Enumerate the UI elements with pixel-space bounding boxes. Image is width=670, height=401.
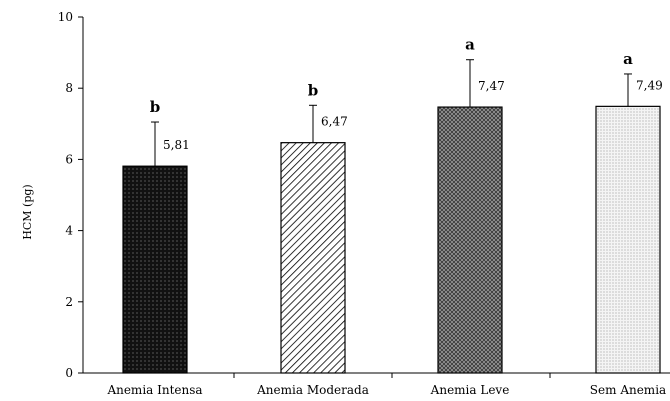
bar-3	[437, 106, 503, 374]
data-label: 7,47	[478, 79, 505, 93]
data-label: 5,81	[163, 138, 190, 152]
bar-1	[122, 165, 188, 374]
y-axis-label: HCM (pg)	[21, 184, 34, 239]
y-tick-label: 0	[65, 366, 73, 380]
y-tick-label: 10	[58, 10, 73, 24]
bar-2	[280, 142, 346, 374]
data-label: 7,49	[636, 78, 663, 92]
data-label: 6,47	[321, 115, 348, 129]
significance-letter: a	[465, 36, 475, 54]
y-tick-label: 6	[65, 152, 73, 166]
y-tick-label: 8	[65, 81, 73, 95]
y-tick-label: 4	[65, 224, 73, 238]
significance-letter: b	[308, 81, 319, 99]
significance-letter: a	[623, 50, 633, 68]
x-tick-label: Anemia Leve	[430, 383, 510, 397]
bar-4	[595, 105, 661, 374]
x-tick-label: Anemia Moderada	[256, 383, 369, 397]
plot-area: 0 2 4 6 8 10 b 5,81 Anemia Intensa b 6,47 Anemia Mo…	[58, 10, 670, 397]
x-tick-label: Sem Anemia	[590, 383, 666, 397]
x-tick-label: Anemia Intensa	[106, 383, 202, 397]
significance-letter: b	[150, 98, 161, 116]
y-tick-label: 2	[65, 295, 73, 309]
